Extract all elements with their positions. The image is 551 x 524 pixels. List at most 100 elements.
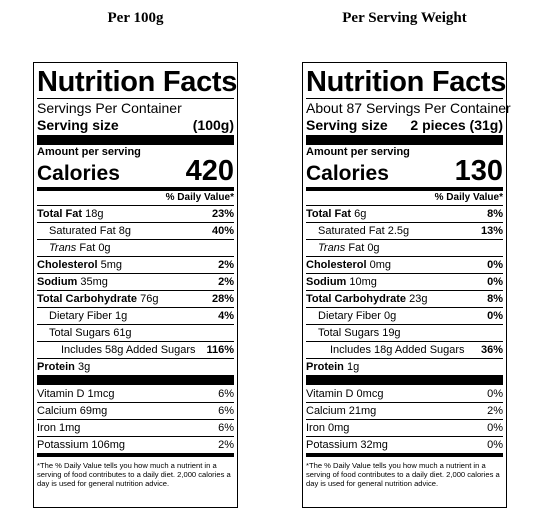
servings-per-container: Servings Per Container <box>37 100 182 116</box>
servings-per-container: About 87 Servings Per Container <box>306 100 511 116</box>
nutrient-amount: 1g <box>346 361 360 373</box>
divider <box>37 98 234 99</box>
row-iron: Iron 0mg 0% <box>306 419 503 436</box>
nutrient-pct: 8% <box>487 293 503 305</box>
row-cholesterol: Cholesterol 5mg 2% <box>37 256 234 273</box>
nutrient-amount: 18g <box>85 208 104 220</box>
vitamin-pct: 2% <box>487 405 503 417</box>
nutrient-label: Cholesterol <box>37 259 98 271</box>
nutrient-pct: 4% <box>218 310 234 322</box>
serving-size-label: Serving size <box>306 117 388 133</box>
row-protein: Protein 3g <box>37 358 234 375</box>
vitamin-pct: 0% <box>487 387 503 400</box>
vitamin-pct: 0% <box>487 422 503 434</box>
row-total-carbohydrate: Total Carbohydrate 76g 28% <box>37 290 234 307</box>
nutrient-label: Total Carbohydrate <box>306 293 407 305</box>
amount-per-serving: Amount per serving <box>306 146 410 158</box>
calories-row: Calories 130 <box>306 155 503 187</box>
divider <box>306 98 503 99</box>
vitamin-pct: 2% <box>218 439 234 451</box>
vitamin-pct: 6% <box>218 405 234 417</box>
nutrient-amount: 23g <box>409 293 428 305</box>
row-calcium: Calcium 21mg 2% <box>306 402 503 419</box>
nutrient-label: Total Sugars 19g <box>318 327 401 339</box>
row-vitamin-d: Vitamin D 0mcg 0% <box>306 385 503 402</box>
row-total-fat: Total Fat 18g 23% <box>37 205 234 222</box>
nutrient-label: Protein <box>37 361 75 373</box>
nutrient-pct: 23% <box>211 208 234 220</box>
nutrient-label: Total Carbohydrate <box>37 293 138 305</box>
nutrient-label: Includes 18g Added Sugars <box>330 344 465 356</box>
divider-thick <box>306 135 503 145</box>
nutrient-label: Dietary Fiber 0g <box>318 310 397 322</box>
calories-label: Calories <box>306 162 389 185</box>
amount-per-serving: Amount per serving <box>37 146 141 158</box>
vitamin-label: Potassium 106mg <box>37 439 126 451</box>
row-sodium: Sodium 10mg 0% <box>306 273 503 290</box>
nutrition-label-per-100g: Nutrition Facts Servings Per Container S… <box>33 62 238 508</box>
daily-value-header: % Daily Value* <box>306 187 503 205</box>
vitamin-label: Potassium 32mg <box>306 439 388 451</box>
nutrient-label: Total Sugars 61g <box>49 327 132 339</box>
row-total-fat: Total Fat 6g 8% <box>306 205 503 222</box>
row-added-sugars: Includes 58g Added Sugars 116% <box>37 341 234 358</box>
vitamin-pct: 6% <box>218 422 234 434</box>
vitamin-pct: 0% <box>487 439 503 451</box>
nutrient-label: Total Fat <box>306 208 352 220</box>
row-saturated-fat: Saturated Fat 2.5g 13% <box>306 222 503 239</box>
row-saturated-fat: Saturated Fat 8g 40% <box>37 222 234 239</box>
column-heading-per-serving: Per Serving Weight <box>342 10 467 26</box>
row-potassium: Potassium 106mg 2% <box>37 436 234 453</box>
trans-rest: Fat 0g <box>76 242 111 254</box>
row-dietary-fiber: Dietary Fiber 1g 4% <box>37 307 234 324</box>
nutrient-amount: 0mg <box>369 259 391 271</box>
trans-rest: Fat 0g <box>345 242 380 254</box>
calories-value: 130 <box>454 155 503 187</box>
trans-label: Trans <box>318 242 346 254</box>
divider-thick <box>37 375 234 385</box>
row-iron: Iron 1mg 6% <box>37 419 234 436</box>
divider-thick <box>306 375 503 385</box>
nutrient-amount: 76g <box>140 293 159 305</box>
row-trans-fat: Trans Fat 0g <box>37 239 234 256</box>
vitamin-label: Iron 1mg <box>37 422 81 434</box>
nutrient-amount: 10mg <box>349 276 377 288</box>
nutrient-amount: 5mg <box>100 259 122 271</box>
row-added-sugars: Includes 18g Added Sugars 36% <box>306 341 503 358</box>
nutrient-amount: 3g <box>77 361 91 373</box>
serving-size-row: Serving size 2 pieces (31g) <box>306 116 503 135</box>
nutrient-pct: 2% <box>218 276 234 288</box>
label-title: Nutrition Facts <box>37 66 238 98</box>
nutrient-pct: 8% <box>487 208 503 220</box>
serving-size-row: Serving size (100g) <box>37 116 234 135</box>
row-cholesterol: Cholesterol 0mg 0% <box>306 256 503 273</box>
nutrient-label: Protein <box>306 361 344 373</box>
row-protein: Protein 1g <box>306 358 503 375</box>
vitamin-label: Calcium 69mg <box>37 405 108 417</box>
row-dietary-fiber: Dietary Fiber 0g 0% <box>306 307 503 324</box>
calories-row: Calories 420 <box>37 157 234 186</box>
nutrient-pct: 2% <box>218 259 234 271</box>
daily-value-header: % Daily Value* <box>37 187 234 205</box>
column-heading-per-100g: Per 100g <box>107 10 164 26</box>
row-vitamin-d: Vitamin D 1mcg 6% <box>37 385 234 402</box>
vitamin-pct: 6% <box>218 387 234 400</box>
vitamin-label: Vitamin D 0mcg <box>306 387 384 400</box>
divider-thick <box>37 135 234 145</box>
nutrient-label: Sodium <box>306 276 347 288</box>
vitamin-label: Calcium 21mg <box>306 405 377 417</box>
nutrient-pct: 0% <box>487 276 503 288</box>
row-calcium: Calcium 69mg 6% <box>37 402 234 419</box>
nutrient-pct: 0% <box>487 310 503 322</box>
serving-size-value: (100g) <box>192 117 234 133</box>
row-total-carbohydrate: Total Carbohydrate 23g 8% <box>306 290 503 307</box>
calories-label: Calories <box>37 162 120 185</box>
row-trans-fat: Trans Fat 0g <box>306 239 503 256</box>
nutrient-pct: 13% <box>480 225 503 237</box>
nutrient-amount: 35mg <box>80 276 108 288</box>
nutrient-label: Cholesterol <box>306 259 367 271</box>
footnote: *The % Daily Value tells you how much a … <box>306 453 503 488</box>
serving-size-label: Serving size <box>37 117 119 133</box>
nutrient-label: Total Fat <box>37 208 83 220</box>
nutrient-amount: 6g <box>354 208 367 220</box>
